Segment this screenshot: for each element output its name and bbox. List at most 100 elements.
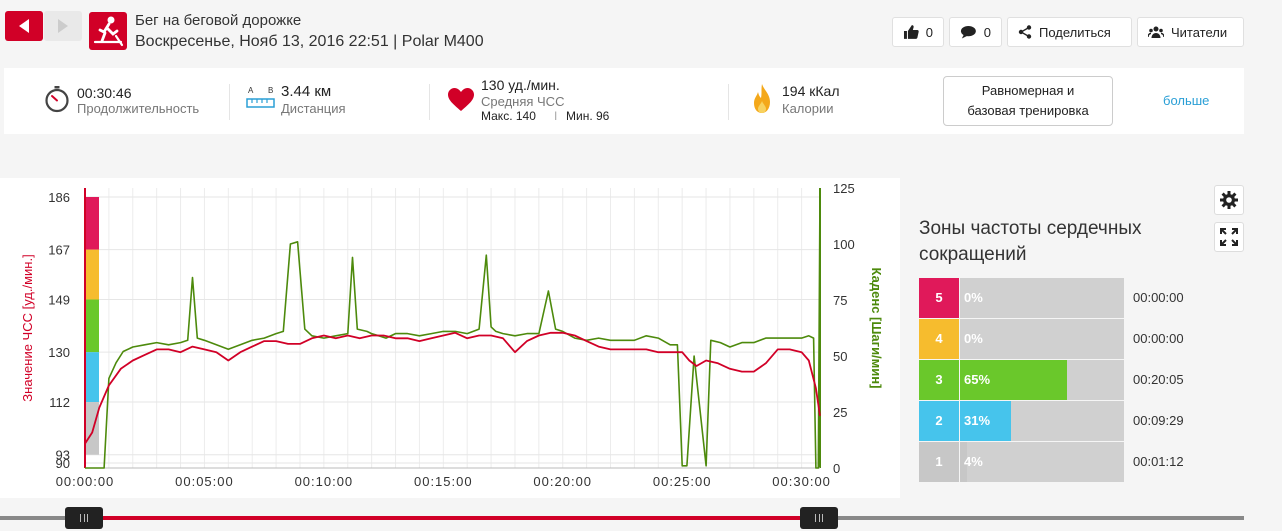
distance-label: Дистанция — [281, 101, 346, 116]
like-count: 0 — [925, 24, 933, 40]
left-axis-title: Значение ЧСС [уд./мин.] — [20, 254, 35, 401]
timeline-selection[interactable] — [85, 516, 819, 520]
training-benefit-line1: Равномерная и — [981, 83, 1075, 98]
people-icon — [1148, 26, 1164, 38]
x-tick-label: 00:05:00 — [175, 474, 234, 489]
hr-zone-row: 4 0% 00:00:00 — [919, 319, 1239, 359]
zone-band — [85, 249, 99, 300]
ruler-icon — [246, 98, 275, 108]
activity-title: Бег на беговой дорожке — [135, 12, 302, 29]
duration-stat: 00:30:46 Продолжительность — [42, 68, 232, 134]
share-button[interactable]: Поделиться — [1007, 17, 1132, 47]
zone-time: 00:00:00 — [1133, 290, 1184, 305]
left-tick-label: 130 — [48, 345, 70, 360]
summary-divider — [429, 84, 430, 120]
x-tick-label: 00:25:00 — [653, 474, 712, 489]
zone-percent: 0% — [964, 290, 983, 305]
zone-bar-track: 0% — [960, 319, 1124, 359]
zone-bar-fill — [960, 360, 1067, 400]
thumbs-up-icon — [903, 25, 919, 39]
zone-time: 00:00:00 — [1133, 331, 1184, 346]
hr-avg-value: 130 уд./мин. — [481, 77, 560, 93]
previous-button[interactable] — [5, 11, 43, 41]
left-tick-label: 167 — [48, 243, 70, 258]
comment-icon — [960, 25, 976, 39]
fullscreen-button[interactable] — [1214, 222, 1244, 252]
zone-bar-track: 0% — [960, 278, 1124, 318]
summary-divider — [229, 84, 230, 120]
calories-label: Калории — [782, 101, 834, 116]
x-tick-label: 00:00:00 — [56, 474, 115, 489]
stopwatch-icon — [45, 86, 69, 113]
right-tick-label: 125 — [833, 181, 855, 196]
left-tick-label: 90 — [56, 456, 70, 471]
zone-band — [85, 299, 99, 353]
expand-icon — [1220, 228, 1238, 246]
gear-icon — [1220, 191, 1238, 209]
zone-number: 5 — [919, 278, 959, 318]
timeline-end-handle[interactable] — [800, 507, 838, 529]
x-tick-label: 00:10:00 — [295, 474, 354, 489]
x-tick-label: 00:20:00 — [533, 474, 592, 489]
hr-zone-row: 5 0% 00:00:00 — [919, 278, 1239, 318]
zone-number: 3 — [919, 360, 959, 400]
activity-subtitle: Воскресенье, Нояб 13, 2016 22:51 | Polar… — [135, 33, 484, 50]
activity-header: Бег на беговой дорожке Воскресенье, Нояб… — [0, 0, 1282, 64]
zone-band — [85, 197, 99, 250]
treadmill-sport-icon — [89, 12, 127, 50]
zone-time: 00:20:05 — [1133, 372, 1184, 387]
settings-button[interactable] — [1214, 185, 1244, 215]
duration-label: Продолжительность — [77, 101, 200, 116]
zone-percent: 4% — [964, 454, 983, 469]
left-tick-label: 149 — [48, 293, 70, 308]
heart-rate-line — [84, 331, 821, 445]
next-button[interactable] — [44, 11, 82, 41]
hr-cadence-chart[interactable]: 186 167 149 130 112 93 90 125 100 75 50 25 0 00:00:00… — [0, 178, 900, 498]
flame-icon — [754, 84, 770, 113]
hr-min-value: Мин. 96 — [566, 109, 610, 123]
distance-a-label: A — [248, 86, 254, 95]
zone-bar-fill — [960, 401, 1011, 441]
zone-time: 00:09:29 — [1133, 413, 1184, 428]
training-benefit-line2: базовая тренировка — [967, 103, 1089, 118]
zone-percent: 65% — [964, 372, 991, 387]
right-axis-title: Каденс [Шаги/мин] — [869, 268, 884, 389]
zone-band — [85, 402, 99, 455]
hr-zone-row: 3 65% 00:20:05 — [919, 360, 1239, 400]
hr-avg-label: Средняя ЧСС — [481, 94, 565, 109]
hr-zone-row: 2 31% 00:09:29 — [919, 401, 1239, 441]
arrow-left-icon — [19, 19, 29, 33]
timeline-start-handle[interactable] — [65, 507, 103, 529]
right-tick-label: 100 — [833, 237, 855, 252]
x-tick-label: 00:30:00 — [772, 474, 831, 489]
comment-button[interactable]: 0 — [949, 17, 1002, 47]
duration-value: 00:30:46 — [77, 85, 132, 101]
distance-value: 3.44 км — [281, 83, 332, 100]
zone-percent: 0% — [964, 331, 983, 346]
followers-label: Читатели — [1171, 24, 1228, 40]
summary-divider — [728, 84, 729, 120]
heart-rate-stat: 130 уд./мин. Средняя ЧСС Макс. 140 I Мин… — [448, 68, 708, 134]
zone-percent: 31% — [964, 413, 991, 428]
calories-value: 194 кКал — [782, 83, 840, 99]
hr-max-value: Макс. 140 — [481, 109, 536, 123]
calories-stat: 194 кКал Калории — [752, 68, 912, 134]
zone-band — [85, 352, 99, 403]
training-benefit-button[interactable]: Равномерная и базовая тренировка — [943, 76, 1113, 126]
like-button[interactable]: 0 — [892, 17, 944, 47]
distance-stat: A B 3.44 км Дистанция — [246, 68, 426, 134]
more-link[interactable]: больше — [1163, 93, 1210, 108]
arrow-right-icon — [58, 19, 68, 33]
left-tick-label: 112 — [49, 395, 70, 410]
hr-zone-row: 1 4% 00:01:12 — [919, 442, 1239, 482]
heart-icon — [448, 88, 474, 111]
hr-separator: I — [554, 109, 558, 123]
followers-button[interactable]: Читатели — [1137, 17, 1244, 47]
zone-number: 2 — [919, 401, 959, 441]
zone-number: 1 — [919, 442, 959, 482]
zone-bar-track: 65% — [960, 360, 1124, 400]
hr-zones-title: Зоны частоты сердечных сокращений — [919, 218, 1142, 265]
distance-b-label: B — [268, 86, 274, 95]
left-tick-label: 93 — [56, 448, 70, 463]
